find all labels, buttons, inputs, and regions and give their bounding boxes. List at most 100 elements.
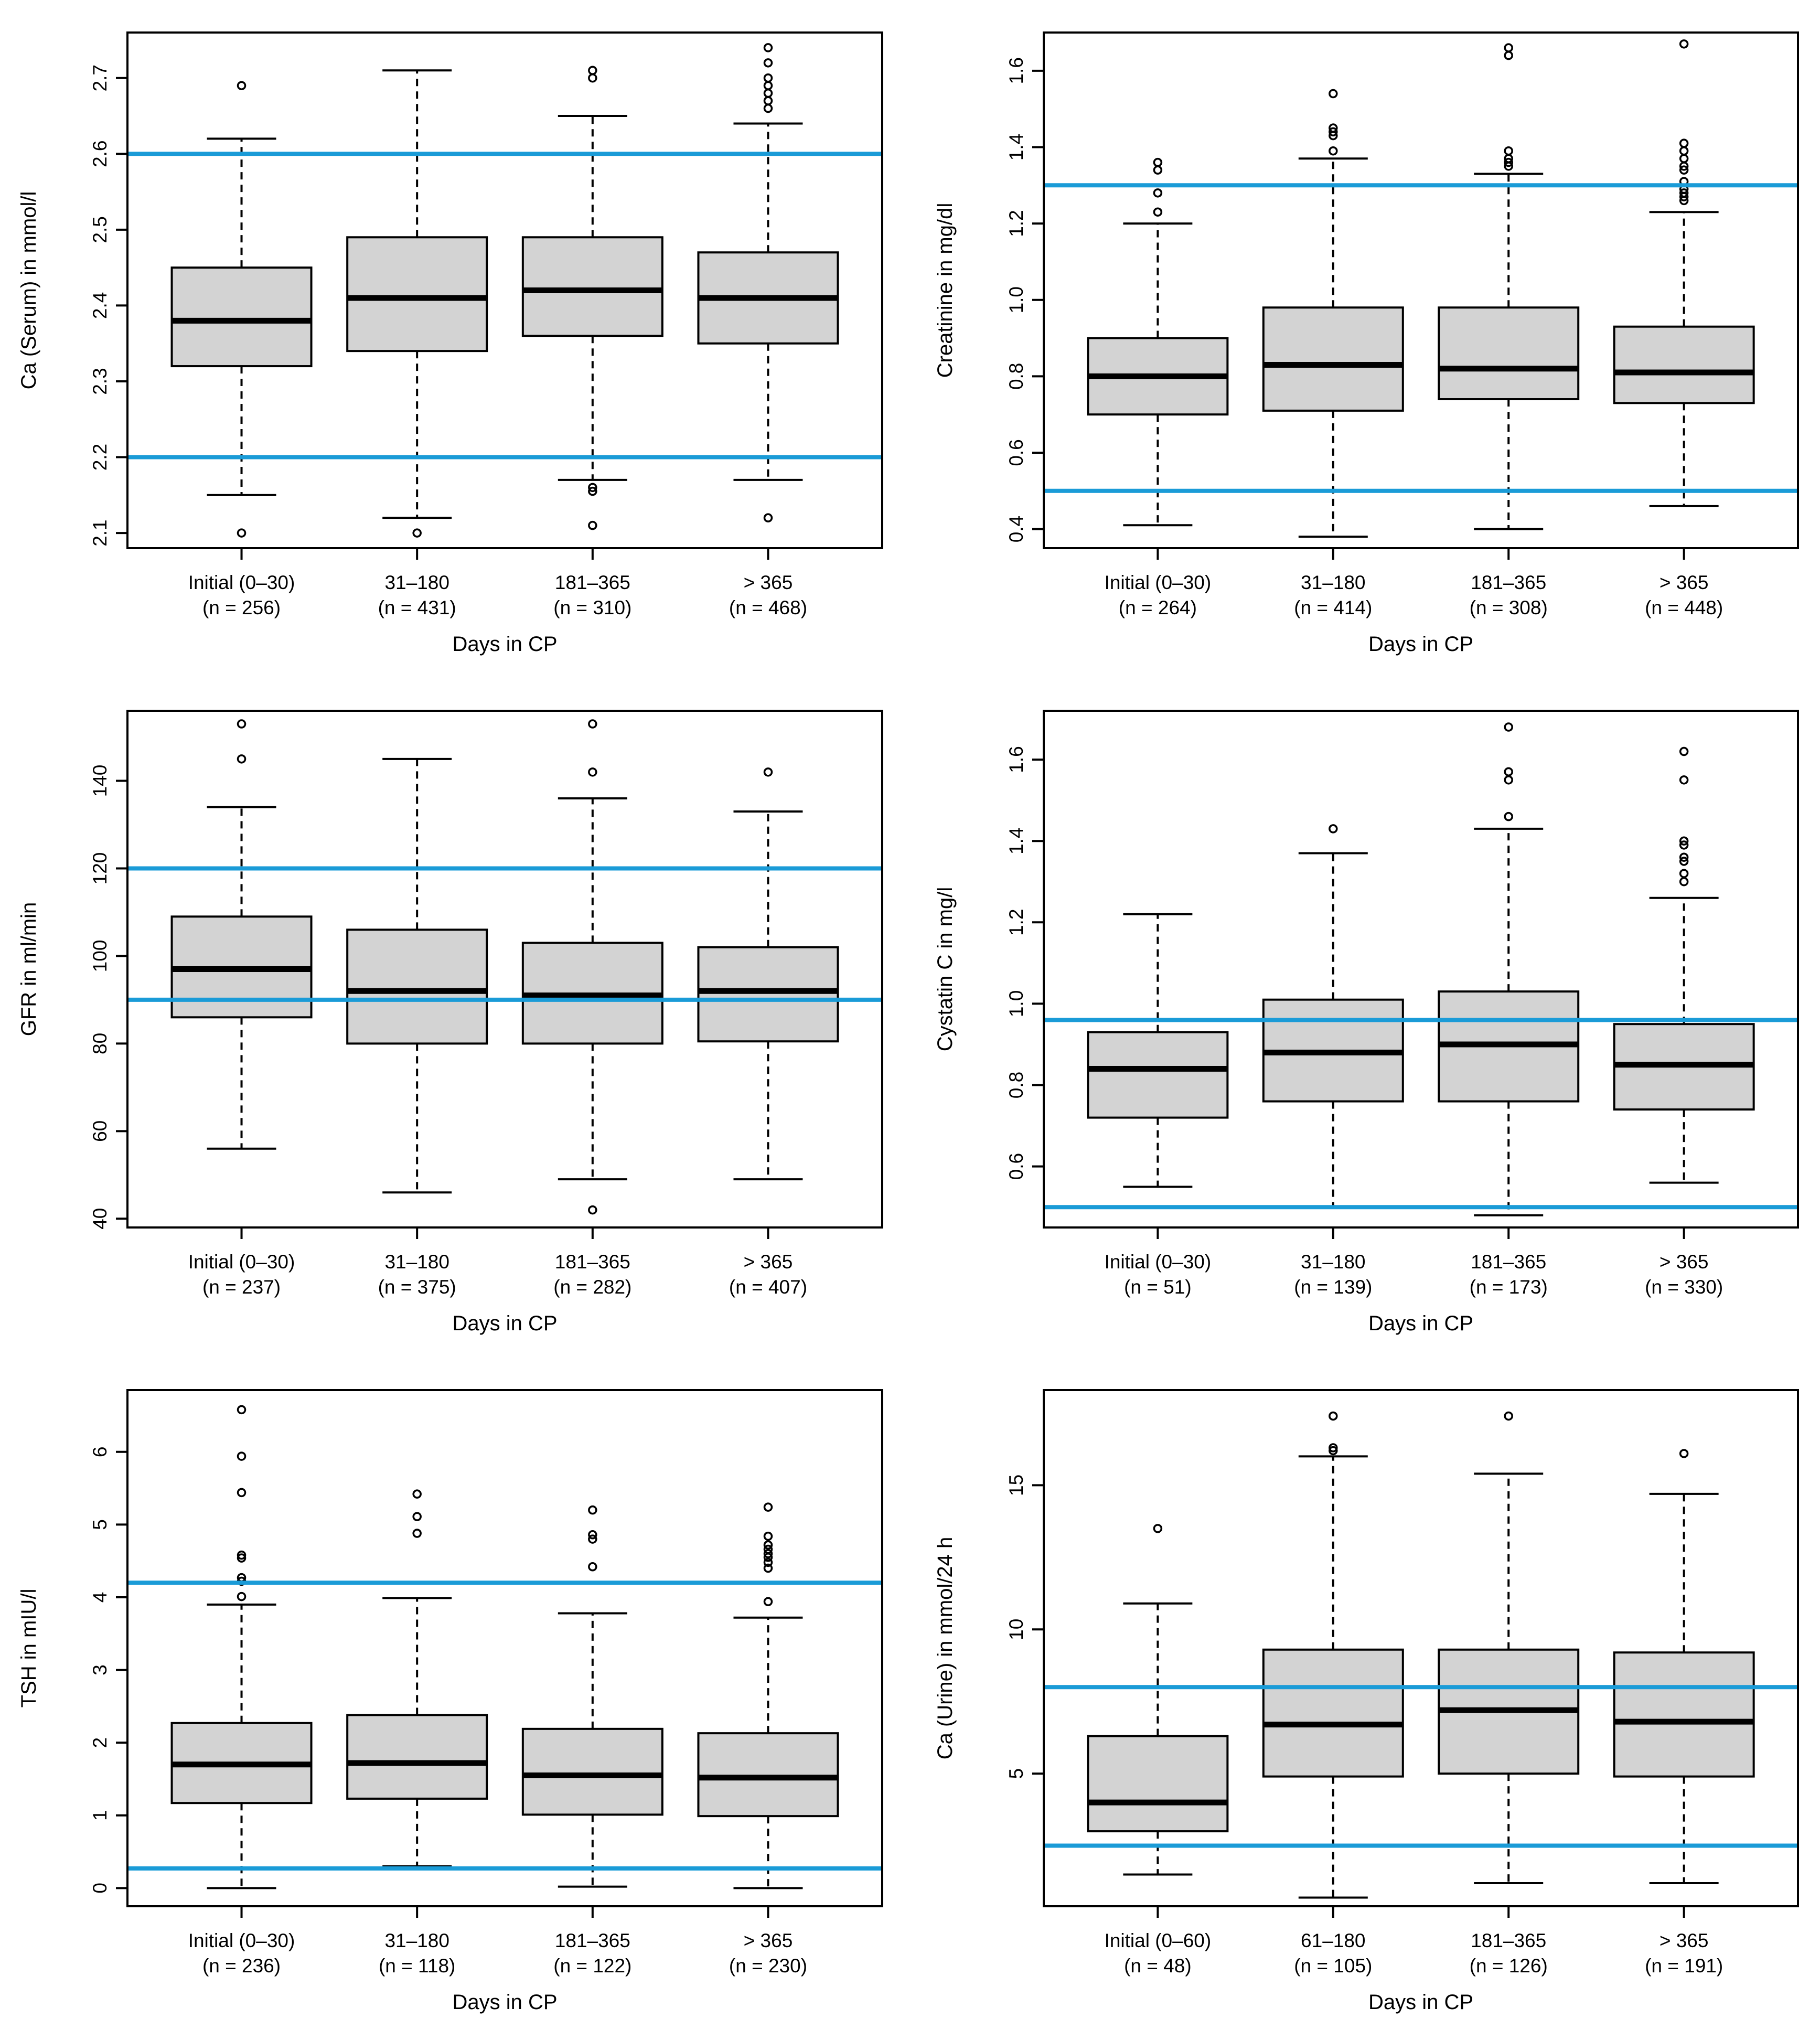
box-group — [1438, 43, 1580, 530]
x-category-n: (n = 118) — [379, 1955, 455, 1977]
reference-lines — [127, 152, 882, 460]
box-group — [346, 1489, 488, 1867]
y-axis-label: TSH in mIU/l — [17, 1589, 40, 1708]
outlier-point — [1504, 775, 1513, 785]
x-category-label: 31–180 — [384, 1251, 449, 1273]
y-tick-label: 2.7 — [89, 65, 111, 91]
outlier-point — [763, 96, 773, 105]
panel-bottom-right: 5 10 15 Ca (Urine) in mmol/24 h Initial (0–6… — [934, 1389, 1799, 2014]
box-iqr — [1087, 1031, 1229, 1119]
x-category-label: 181–365 — [555, 1930, 630, 1951]
outlier-point — [412, 1529, 422, 1538]
y-tick-label: 5 — [1005, 1768, 1027, 1779]
outlier-point — [1679, 775, 1689, 785]
x-axis-label: Days in CP — [452, 633, 557, 656]
outlier-point — [237, 1488, 247, 1498]
plot-frame — [126, 1389, 883, 1907]
x-axis-label: Days in CP — [1368, 1991, 1473, 2014]
outlier-point — [412, 528, 422, 538]
x-category-n: (n = 308) — [1470, 597, 1548, 618]
outlier-point — [1153, 207, 1163, 217]
plot-frame — [1043, 710, 1799, 1229]
x-category-n: (n = 236) — [202, 1955, 281, 1977]
y-tick-label: 0 — [89, 1883, 111, 1894]
outlier-point — [763, 81, 773, 90]
x-category-label: 31–180 — [384, 1930, 449, 1951]
outlier-point — [588, 1562, 597, 1572]
x-category-n: (n = 126) — [1470, 1955, 1548, 1977]
outlier-point — [237, 1451, 247, 1461]
y-tick-label: 100 — [89, 940, 111, 973]
outlier-point — [1329, 127, 1338, 137]
x-category-n: (n = 139) — [1294, 1276, 1372, 1298]
outlier-point — [237, 754, 247, 764]
x-category-n: (n = 407) — [729, 1276, 807, 1298]
x-category-n: (n = 448) — [1645, 597, 1723, 618]
outlier-point — [237, 1592, 247, 1601]
outlier-point — [588, 1205, 597, 1215]
outlier-point — [1679, 852, 1689, 862]
y-axis-label: GFR in ml/min — [17, 902, 40, 1037]
box-iqr — [1613, 1651, 1755, 1778]
y-tick-label: 0.6 — [1005, 439, 1027, 466]
outlier-point — [763, 767, 773, 777]
outlier-point — [1504, 767, 1513, 777]
x-axis-label: Days in CP — [452, 1312, 557, 1335]
x-category-label: 31–180 — [384, 572, 449, 593]
outlier-point — [1679, 138, 1689, 148]
box-group — [1262, 824, 1404, 1209]
panel-top-right: 0.4 0.6 0.8 1.0 1.2 1.4 1.6 Creatinine in mg/dl… — [934, 31, 1799, 656]
y-tick-label: 60 — [89, 1120, 111, 1142]
y-tick-label: 2.4 — [89, 292, 111, 319]
outlier-point — [237, 528, 247, 538]
x-category-n: (n = 237) — [202, 1276, 281, 1298]
outlier-point — [1153, 188, 1163, 198]
panel-bottom-left: 0 1 2 3 4 5 6 TSH in mIU/l Initial (0–30) (n = 23… — [17, 1389, 883, 2014]
box-group — [521, 66, 663, 530]
x-category-n: (n = 282) — [553, 1276, 631, 1298]
outlier-point — [763, 73, 773, 83]
box-group — [170, 1405, 313, 1889]
outlier-point — [1504, 722, 1513, 732]
outlier-point — [1329, 1411, 1338, 1421]
outlier-point — [1679, 877, 1689, 887]
plot-frame — [126, 31, 883, 549]
y-tick-label: 6 — [89, 1447, 111, 1458]
panel-middle-left: 40 60 80 100 120 140 GFR in ml/min Initial (0–3… — [17, 710, 883, 1335]
box-group — [170, 719, 313, 1150]
outlier-point — [588, 66, 597, 76]
x-category-label: Initial (0–30) — [1105, 1251, 1212, 1273]
x-category-label: > 365 — [1660, 572, 1709, 593]
outlier-point — [237, 1553, 247, 1563]
outlier-point — [588, 73, 597, 83]
outlier-point — [1329, 824, 1338, 834]
box-iqr — [346, 236, 488, 353]
x-category-label: > 365 — [744, 572, 793, 593]
y-tick-label: 15 — [1005, 1475, 1027, 1496]
x-category-n: (n = 51) — [1124, 1276, 1192, 1298]
x-axis-label: Days in CP — [1368, 633, 1473, 656]
outlier-point — [237, 81, 247, 90]
x-category-n: (n = 330) — [1645, 1276, 1723, 1298]
outlier-point — [588, 486, 597, 496]
y-tick-label: 1.6 — [1005, 746, 1027, 773]
box-iqr — [170, 266, 313, 368]
outlier-point — [1153, 157, 1163, 167]
outlier-point — [1504, 162, 1513, 171]
box-iqr — [521, 236, 663, 337]
x-category-n: (n = 173) — [1470, 1276, 1548, 1298]
outlier-point — [1679, 840, 1689, 850]
reference-lines — [127, 866, 882, 1002]
box-iqr — [1438, 306, 1580, 401]
outlier-point — [763, 103, 773, 113]
outlier-point — [1504, 50, 1513, 60]
y-tick-label: 2.6 — [89, 141, 111, 167]
box-group — [521, 719, 663, 1215]
x-category-label: 31–180 — [1301, 572, 1365, 593]
y-axis-label: Ca (Serum) in mmol/l — [17, 191, 40, 390]
box-iqr — [697, 946, 839, 1043]
outlier-point — [1679, 836, 1689, 846]
outlier-point — [1679, 196, 1689, 206]
x-category-label: 61–180 — [1301, 1930, 1365, 1951]
